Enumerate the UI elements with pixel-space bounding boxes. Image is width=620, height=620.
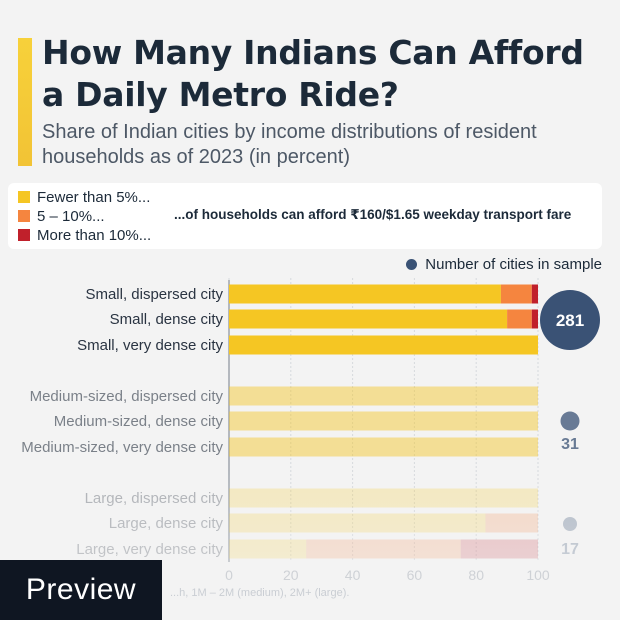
legend-label: More than 10%... (37, 226, 152, 244)
category-label: Medium-sized, dense city (54, 413, 224, 430)
page-subtitle: Share of Indian cities by income distrib… (42, 121, 537, 168)
bar-segment (507, 309, 532, 329)
circle-icon (406, 259, 418, 270)
city-count-label: 281 (556, 311, 584, 330)
bar-segment (229, 411, 538, 431)
bar-segment (306, 539, 461, 559)
cities-legend: Number of cities in sample (406, 256, 602, 273)
legend-swatch (18, 191, 30, 203)
x-tick-label: 60 (407, 567, 423, 583)
x-tick-label: 100 (526, 567, 550, 583)
category-label: Medium-sized, very dense city (21, 439, 223, 456)
x-tick-label: 80 (468, 567, 484, 583)
x-tick-label: 40 (345, 567, 361, 583)
category-label: Medium-sized, dispersed city (30, 388, 224, 405)
legend-item-5-10: 5 – 10%... (18, 207, 105, 225)
bar-segment (229, 309, 508, 329)
bar-segment (229, 386, 538, 406)
legend-label: 5 – 10%... (37, 207, 105, 225)
bar-segment (229, 335, 538, 355)
bar-segment (531, 309, 538, 329)
legend-swatch (18, 210, 30, 222)
city-count-label: 31 (561, 436, 579, 453)
category-label: Small, dispersed city (85, 286, 223, 303)
city-count-bubble (540, 290, 600, 350)
bar-segment (229, 284, 501, 304)
legend-item-more-10: More than 10%... (18, 226, 151, 244)
title-accent-bar (18, 38, 32, 166)
category-label: Large, very dense city (76, 541, 223, 558)
bar-segment (229, 488, 538, 508)
legend-item-fewer-5: Fewer than 5%... (18, 188, 150, 206)
bar-segment (500, 284, 532, 304)
legend-label: Fewer than 5%... (37, 188, 151, 206)
x-tick-label: 0 (225, 567, 233, 583)
bar-segment (229, 437, 538, 457)
category-label: Small, dense city (110, 311, 224, 328)
bar-segment (229, 539, 307, 559)
category-label: Large, dense city (109, 515, 224, 532)
page-title: How Many Indians Can Afford a Daily Metr… (42, 33, 584, 114)
city-count-label: 17 (561, 541, 579, 558)
category-label: Small, very dense city (77, 337, 223, 354)
footnote: ...h, 1M – 2M (medium), 2M+ (large). (170, 587, 350, 599)
category-label: Large, dispersed city (85, 490, 224, 507)
bar-segment (485, 513, 538, 533)
city-count-bubble (563, 517, 577, 531)
legend-panel: Fewer than 5%... 5 – 10%... More than 10… (8, 183, 602, 249)
bar-segment (531, 284, 538, 304)
cities-legend-label: Number of cities in sample (425, 256, 602, 273)
preview-badge: Preview (0, 560, 162, 620)
bar-segment (460, 539, 538, 559)
bar-segment (229, 513, 486, 533)
legend-swatch (18, 229, 30, 241)
x-tick-label: 20 (283, 567, 299, 583)
city-count-bubble (560, 411, 580, 431)
legend-note: ...of households can afford ₹160/$1.65 w… (174, 207, 572, 222)
